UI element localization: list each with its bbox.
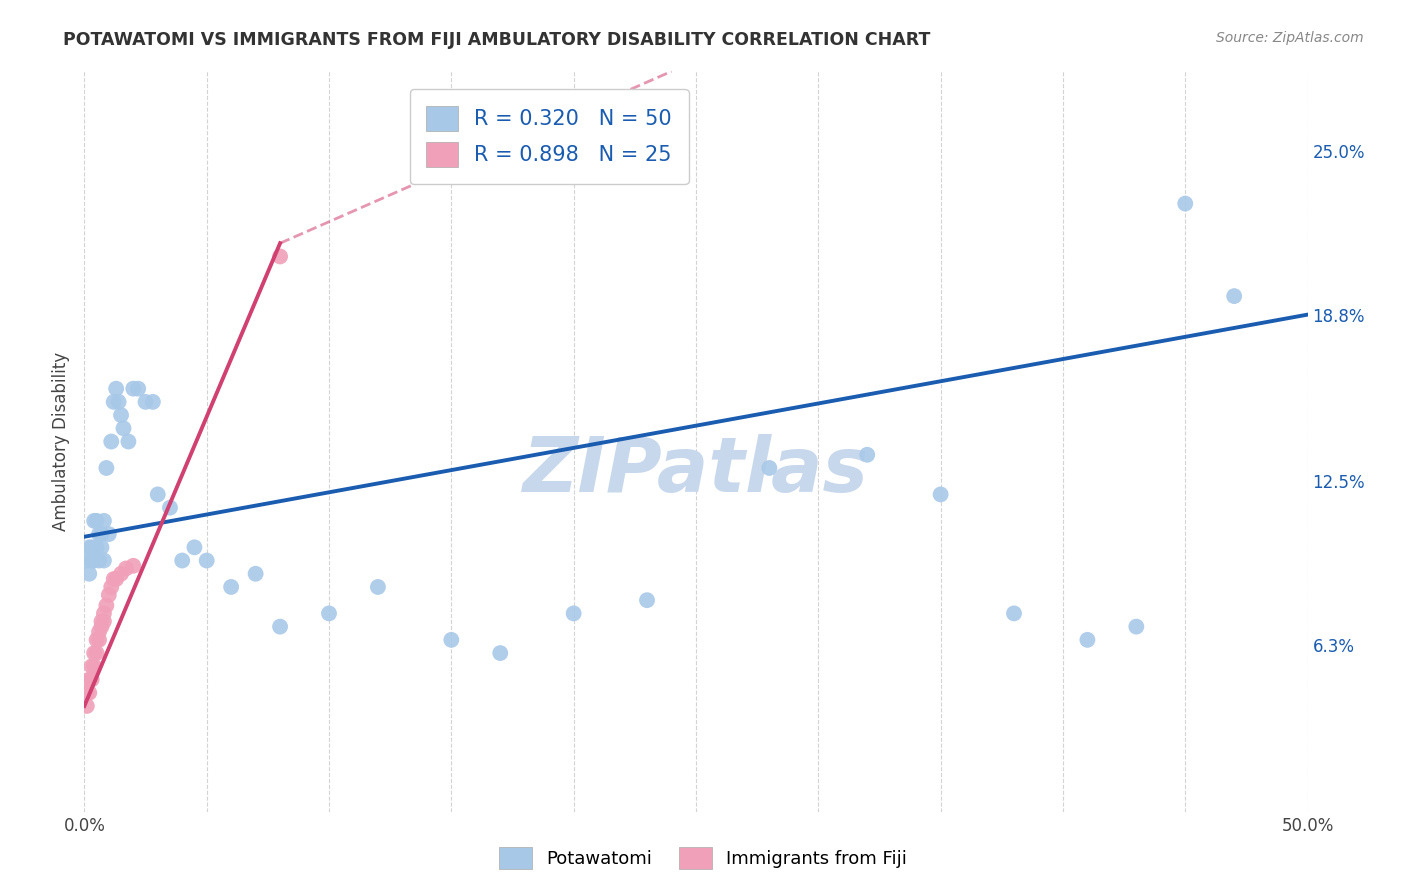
Point xyxy=(86,632,108,647)
Point xyxy=(77,566,100,581)
Point xyxy=(77,686,100,700)
Point xyxy=(90,619,112,633)
Point xyxy=(856,448,879,462)
Point xyxy=(758,461,780,475)
Point xyxy=(83,646,105,660)
Point xyxy=(146,487,169,501)
Point xyxy=(96,461,118,475)
Point xyxy=(93,607,115,621)
Point xyxy=(636,593,658,607)
Point xyxy=(367,580,389,594)
Point xyxy=(1125,619,1147,633)
Point xyxy=(83,553,105,567)
Point xyxy=(159,500,181,515)
Point xyxy=(110,408,132,422)
Text: ZIPatlas: ZIPatlas xyxy=(523,434,869,508)
Point xyxy=(183,541,205,555)
Point xyxy=(122,558,145,573)
Point xyxy=(110,566,132,581)
Point xyxy=(80,553,103,567)
Point xyxy=(1076,632,1098,647)
Point xyxy=(83,659,105,673)
Legend: R = 0.320   N = 50, R = 0.898   N = 25: R = 0.320 N = 50, R = 0.898 N = 25 xyxy=(409,89,689,184)
Point xyxy=(122,382,145,396)
Point xyxy=(76,686,98,700)
Point xyxy=(1174,196,1197,211)
Point xyxy=(318,607,340,621)
Point xyxy=(127,382,149,396)
Point xyxy=(489,646,512,660)
Point xyxy=(105,382,128,396)
Point xyxy=(929,487,952,501)
Point xyxy=(107,395,129,409)
Point xyxy=(93,553,115,567)
Point xyxy=(83,514,105,528)
Point xyxy=(87,527,110,541)
Point xyxy=(1223,289,1246,303)
Point xyxy=(103,572,125,586)
Point xyxy=(96,599,118,613)
Point xyxy=(115,561,138,575)
Point xyxy=(87,624,110,639)
Point xyxy=(87,553,110,567)
Point xyxy=(112,421,135,435)
Point xyxy=(219,580,242,594)
Point xyxy=(245,566,267,581)
Point xyxy=(117,434,139,449)
Point xyxy=(172,553,194,567)
Point xyxy=(1002,607,1025,621)
Point xyxy=(80,673,103,687)
Point xyxy=(80,659,103,673)
Text: POTAWATOMI VS IMMIGRANTS FROM FIJI AMBULATORY DISABILITY CORRELATION CHART: POTAWATOMI VS IMMIGRANTS FROM FIJI AMBUL… xyxy=(63,31,931,49)
Point xyxy=(90,615,112,629)
Point xyxy=(105,572,128,586)
Y-axis label: Ambulatory Disability: Ambulatory Disability xyxy=(52,352,70,531)
Point xyxy=(142,395,165,409)
Point xyxy=(269,619,291,633)
Point xyxy=(76,553,98,567)
Point xyxy=(90,541,112,555)
Point xyxy=(97,527,120,541)
Point xyxy=(77,673,100,687)
Point xyxy=(100,434,122,449)
Point xyxy=(80,541,103,555)
Point xyxy=(97,588,120,602)
Point xyxy=(86,646,108,660)
Point xyxy=(77,541,100,555)
Point xyxy=(90,527,112,541)
Point xyxy=(269,250,291,264)
Point xyxy=(440,632,463,647)
Legend: Potawatomi, Immigrants from Fiji: Potawatomi, Immigrants from Fiji xyxy=(491,838,915,879)
Point xyxy=(195,553,218,567)
Point xyxy=(93,514,115,528)
Point xyxy=(100,580,122,594)
Point xyxy=(87,632,110,647)
Point xyxy=(135,395,157,409)
Point xyxy=(76,698,98,713)
Point xyxy=(103,395,125,409)
Point xyxy=(562,607,585,621)
Text: Source: ZipAtlas.com: Source: ZipAtlas.com xyxy=(1216,31,1364,45)
Point xyxy=(86,541,108,555)
Point xyxy=(93,615,115,629)
Point xyxy=(86,514,108,528)
